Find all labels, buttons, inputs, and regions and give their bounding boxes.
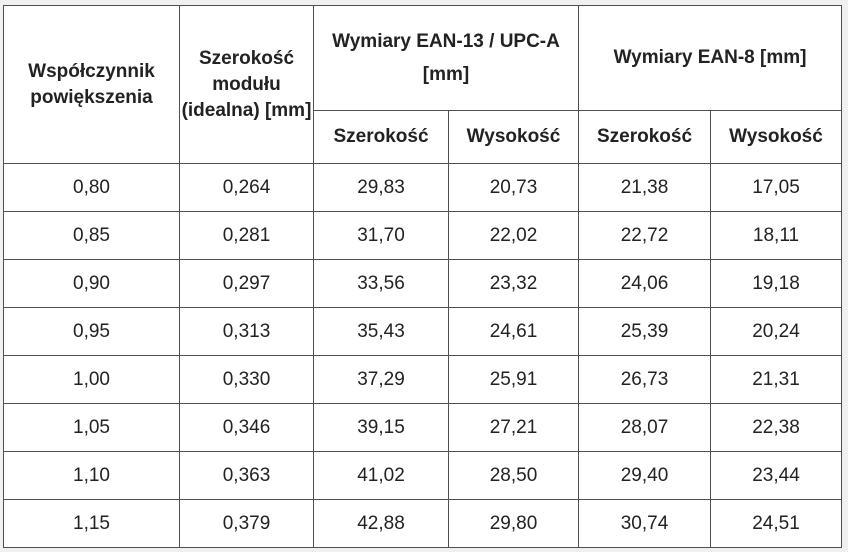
cell-ean8-width: 24,06 [578,259,711,308]
cell-ean8-height: 17,05 [710,163,842,212]
cell-ean8-height: 24,51 [710,499,842,548]
table-row: 1,10 0,363 41,02 28,50 29,40 23,44 [3,451,842,500]
table-row: 1,15 0,379 42,88 29,80 30,74 24,51 [3,499,842,548]
cell-ean13-width: 33,56 [313,259,449,308]
cell-module-width: 0,346 [179,403,314,452]
header-ean13: Wymiary EAN-13 / UPC-A [mm] [313,5,579,111]
cell-ean8-height: 23,44 [710,451,842,500]
cell-factor: 1,00 [3,355,180,404]
cell-ean13-width: 41,02 [313,451,449,500]
header-ean8-width: Szerokość [578,110,711,164]
cell-ean8-height: 19,18 [710,259,842,308]
cell-ean13-width: 29,83 [313,163,449,212]
barcode-dimensions-table: Współczynnik powiększenia Szerokość modu… [3,5,842,548]
cell-module-width: 0,281 [179,211,314,260]
cell-ean8-width: 26,73 [578,355,711,404]
cell-module-width: 0,313 [179,307,314,356]
cell-module-width: 0,363 [179,451,314,500]
cell-ean13-width: 37,29 [313,355,449,404]
cell-module-width: 0,379 [179,499,314,548]
cell-ean13-height: 24,61 [448,307,579,356]
cell-ean13-height: 28,50 [448,451,579,500]
cell-module-width: 0,264 [179,163,314,212]
cell-ean8-width: 29,40 [578,451,711,500]
cell-ean13-height: 29,80 [448,499,579,548]
cell-ean8-width: 25,39 [578,307,711,356]
cell-ean13-height: 22,02 [448,211,579,260]
cell-ean8-width: 21,38 [578,163,711,212]
cell-module-width: 0,330 [179,355,314,404]
header-ean8: Wymiary EAN-8 [mm] [578,5,842,111]
header-factor: Współczynnik powiększenia [3,5,180,164]
table-row: 0,90 0,297 33,56 23,32 24,06 19,18 [3,259,842,308]
cell-ean13-height: 25,91 [448,355,579,404]
cell-ean13-width: 31,70 [313,211,449,260]
cell-ean8-width: 22,72 [578,211,711,260]
table-container: Współczynnik powiększenia Szerokość modu… [3,5,842,548]
cell-factor: 0,80 [3,163,180,212]
table-row: 0,80 0,264 29,83 20,73 21,38 17,05 [3,163,842,212]
table-row: 1,05 0,346 39,15 27,21 28,07 22,38 [3,403,842,452]
header-ean13-width: Szerokość [313,110,449,164]
cell-ean8-height: 20,24 [710,307,842,356]
cell-module-width: 0,297 [179,259,314,308]
cell-ean13-height: 20,73 [448,163,579,212]
header-ean8-height: Wysokość [710,110,842,164]
cell-ean8-width: 30,74 [578,499,711,548]
cell-ean8-height: 18,11 [710,211,842,260]
table-row: 1,00 0,330 37,29 25,91 26,73 21,31 [3,355,842,404]
cell-ean13-height: 23,32 [448,259,579,308]
cell-factor: 1,10 [3,451,180,500]
cell-ean8-width: 28,07 [578,403,711,452]
cell-factor: 0,95 [3,307,180,356]
cell-factor: 0,90 [3,259,180,308]
cell-ean13-width: 39,15 [313,403,449,452]
cell-factor: 1,15 [3,499,180,548]
header-module-width: Szerokość modułu (idealna) [mm] [179,5,314,164]
table-row: 0,95 0,313 35,43 24,61 25,39 20,24 [3,307,842,356]
header-ean13-height: Wysokość [448,110,579,164]
table-row: 0,85 0,281 31,70 22,02 22,72 18,11 [3,211,842,260]
cell-factor: 1,05 [3,403,180,452]
cell-ean13-width: 42,88 [313,499,449,548]
cell-ean13-height: 27,21 [448,403,579,452]
cell-ean13-width: 35,43 [313,307,449,356]
cell-ean8-height: 22,38 [710,403,842,452]
cell-factor: 0,85 [3,211,180,260]
cell-ean8-height: 21,31 [710,355,842,404]
